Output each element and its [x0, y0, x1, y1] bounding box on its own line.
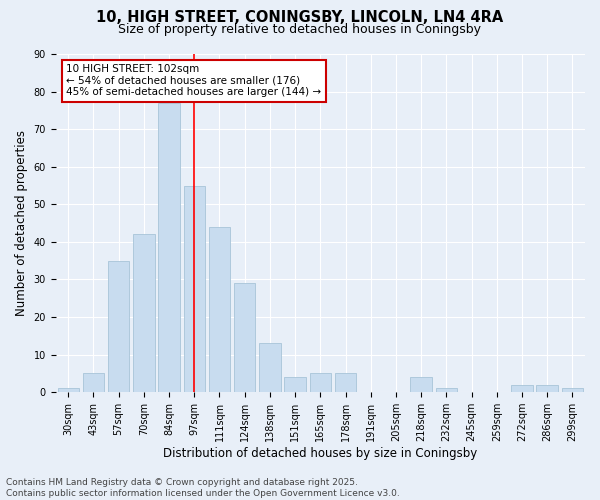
Bar: [58, 388, 79, 392]
Bar: [108, 260, 130, 392]
Text: 10, HIGH STREET, CONINGSBY, LINCOLN, LN4 4RA: 10, HIGH STREET, CONINGSBY, LINCOLN, LN4…: [97, 10, 503, 25]
Text: Size of property relative to detached houses in Coningsby: Size of property relative to detached ho…: [119, 22, 482, 36]
Bar: [562, 388, 583, 392]
Bar: [511, 384, 533, 392]
Text: Contains HM Land Registry data © Crown copyright and database right 2025.
Contai: Contains HM Land Registry data © Crown c…: [6, 478, 400, 498]
Bar: [335, 374, 356, 392]
Bar: [310, 374, 331, 392]
Bar: [158, 103, 180, 392]
Y-axis label: Number of detached properties: Number of detached properties: [15, 130, 28, 316]
Bar: [284, 377, 306, 392]
Text: 10 HIGH STREET: 102sqm
← 54% of detached houses are smaller (176)
45% of semi-de: 10 HIGH STREET: 102sqm ← 54% of detached…: [66, 64, 322, 98]
Bar: [536, 384, 558, 392]
Bar: [234, 283, 256, 392]
Bar: [209, 227, 230, 392]
Bar: [259, 344, 281, 392]
Bar: [410, 377, 432, 392]
X-axis label: Distribution of detached houses by size in Coningsby: Distribution of detached houses by size …: [163, 447, 478, 460]
Bar: [83, 374, 104, 392]
Bar: [184, 186, 205, 392]
Bar: [133, 234, 155, 392]
Bar: [436, 388, 457, 392]
